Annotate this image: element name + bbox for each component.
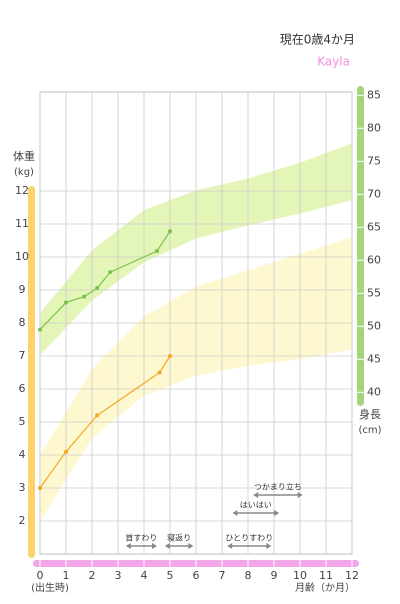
child-name: Kayla [317,55,350,69]
x-tick-label: 8 [245,569,252,582]
data-point [64,300,68,305]
arrow-head [253,492,259,498]
x-tick-label: 9 [271,569,278,582]
x-tick-label: 3 [115,569,122,582]
y2-tick-label: 75 [367,154,381,167]
x-tick-label: 2 [89,569,96,582]
y2-tick-label: 80 [367,121,381,134]
y-tick-label: 8 [19,316,26,329]
y2-label: 身長 [359,407,381,421]
y2-tick-label: 40 [367,385,381,398]
y-tick-label: 12 [15,184,29,197]
x-tick-label: 0 [37,569,44,582]
x-tick-label: 12 [345,569,359,582]
data-point [82,294,87,299]
y-tick-label: 2 [19,514,26,527]
x-tick-label: 10 [293,569,307,582]
data-point [64,449,68,454]
y2-tick-label: 60 [367,253,381,266]
arrow-head [164,543,170,549]
arrow-head [125,543,131,549]
y2-tick-label: 70 [367,187,381,200]
x-tick-label: 4 [141,569,148,582]
data-point [95,286,100,291]
data-point [38,486,42,490]
arrow-head [297,492,303,498]
arrow-head [188,543,194,549]
milestone-label: つかまり立ち [254,482,302,492]
data-point [155,249,159,254]
y-tick-label: 3 [19,481,26,494]
y-tick-label: 5 [19,415,26,428]
x-tick-label: 1 [63,569,70,582]
data-point [168,354,172,358]
x-label: 月齢（か月） [295,581,355,594]
y2-tick-label: 85 [367,88,381,101]
y2-unit: (cm) [358,425,381,436]
y2-tick-label: 55 [367,286,381,299]
data-point [95,413,100,418]
height-axis-bar [357,86,364,406]
arrow-head [232,510,238,516]
x-origin-note: (出生時) [31,581,69,594]
milestone-label: 首すわり [125,533,157,543]
x-tick-label: 11 [319,569,333,582]
arrow-head [152,543,157,549]
x-tick-label: 6 [193,569,200,582]
y-tick-label: 11 [15,217,29,230]
y2-tick-label: 50 [367,319,381,332]
y-tick-label: 7 [19,349,26,362]
y2-tick-label: 45 [367,352,381,365]
age: 現在0歳4か月 [280,33,355,47]
y-label: 体重 [13,149,35,163]
y-unit: (kg) [14,167,34,178]
data-point [157,370,162,375]
data-point [38,327,42,332]
y-tick-label: 10 [15,250,29,263]
y2-tick-label: 65 [367,220,381,233]
arrow-head [227,543,233,549]
data-point [168,229,172,234]
y-tick-label: 6 [19,382,26,395]
y-tick-label: 4 [19,448,26,461]
x-tick-label: 7 [219,569,226,582]
milestone-label: はいはい [240,501,272,510]
x-tick-label: 5 [167,569,174,582]
y-tick-label: 9 [19,283,26,296]
arrow-head [266,543,272,549]
weight-axis-bar [28,186,35,558]
arrow-head [274,510,280,516]
milestone-label: ひとりすわり [225,534,273,543]
data-point [108,270,113,275]
milestone-label: 寝返り [167,533,191,543]
plot-layer: 首すわり 寝返り ひとりすわり はいはい つかまり立ち [38,92,353,554]
